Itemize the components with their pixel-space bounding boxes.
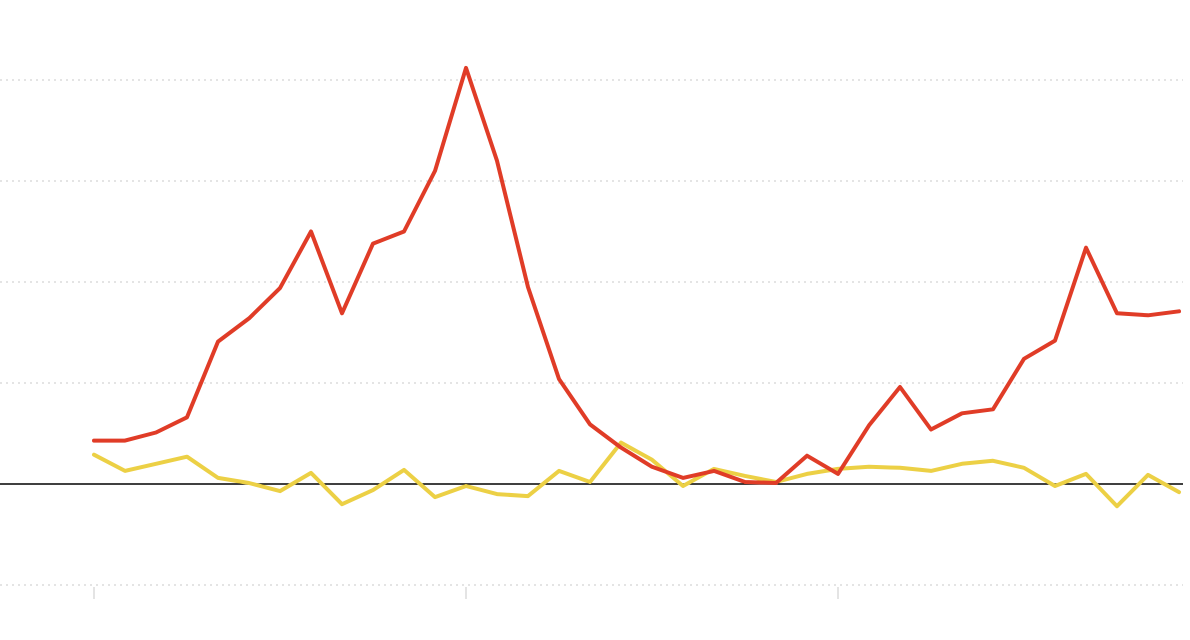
x-axis-ticks	[93, 587, 839, 599]
gridlines	[0, 79, 1183, 586]
series-line-yellow	[92, 440, 1181, 509]
series-line-red	[92, 65, 1181, 485]
series-lines	[92, 65, 1181, 509]
